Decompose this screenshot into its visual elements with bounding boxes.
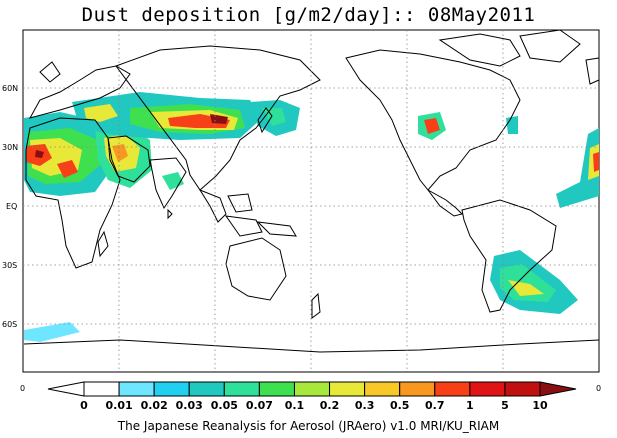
colorbar-tick-label: 0.7 [425, 399, 445, 412]
colorbar-tick-label: 0.5 [390, 399, 410, 412]
colorbar-tick-label: 0.2 [320, 399, 340, 412]
colorbar-box [188, 381, 225, 397]
colorbar-tick-label: 0.05 [211, 399, 238, 412]
dust-layer [24, 92, 599, 342]
graticule [23, 30, 599, 372]
colorbar-tick-label: 0.3 [355, 399, 375, 412]
colorbar-tick-label: 0.03 [176, 399, 203, 412]
colorbar-tick-label: 5 [501, 399, 509, 412]
lat-label-30n: 30N [2, 143, 18, 152]
colorbar-tick-label: 0.07 [246, 399, 273, 412]
colorbar-box [329, 381, 366, 397]
coastlines [23, 29, 600, 353]
colorbar: 0 0.01 0.02 0.03 0.05 0.07 0.1 0.2 0.3 0.5 0.7 1 5 10 [47, 381, 577, 412]
lat-label-60s: 60S [2, 320, 17, 329]
colorbar-tick-label: 0 [80, 399, 88, 412]
edge-label-right: 0 [596, 384, 601, 393]
colorbar-arrow-high [539, 381, 577, 397]
colorbar-tick-label: 0.02 [141, 399, 168, 412]
colorbar-box [504, 381, 541, 397]
lat-label-eq: EQ [6, 202, 17, 211]
footer-credit: The Japanese Reanalysis for Aerosol (JRA… [117, 419, 500, 433]
colorbar-box [434, 381, 471, 397]
colorbar-arrow-low [47, 381, 85, 397]
colorbar-tick-label: 10 [532, 399, 548, 412]
colorbar-box [83, 381, 120, 397]
colorbar-tick-label: 0.01 [106, 399, 133, 412]
colorbar-tick-label: 0.1 [285, 399, 305, 412]
colorbar-box [399, 381, 436, 397]
colorbar-box [153, 381, 190, 397]
colorbar-box [223, 381, 260, 397]
colorbar-box [364, 381, 401, 397]
colorbar-box [293, 381, 331, 397]
colorbar-box [258, 381, 295, 397]
map-title: Dust deposition [g/m2/day]:: 08May2011 [81, 4, 536, 26]
colorbar-tick-label: 1 [466, 399, 474, 412]
lat-label-30s: 30S [2, 261, 17, 270]
lat-label-60n: 60N [2, 84, 18, 93]
colorbar-box [469, 381, 506, 397]
edge-label-left: 0 [20, 384, 25, 393]
colorbar-box [118, 381, 155, 397]
